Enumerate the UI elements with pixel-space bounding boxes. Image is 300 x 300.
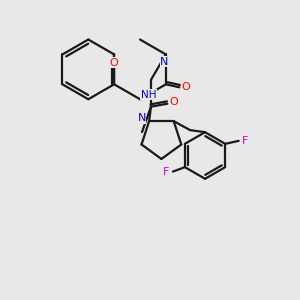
Text: O: O — [110, 58, 118, 68]
Text: F: F — [163, 167, 170, 177]
Text: N: N — [160, 57, 169, 67]
Text: O: O — [182, 82, 190, 92]
Text: F: F — [242, 136, 248, 146]
Text: N: N — [137, 113, 146, 123]
Text: O: O — [169, 97, 178, 107]
Text: NH: NH — [141, 90, 156, 100]
